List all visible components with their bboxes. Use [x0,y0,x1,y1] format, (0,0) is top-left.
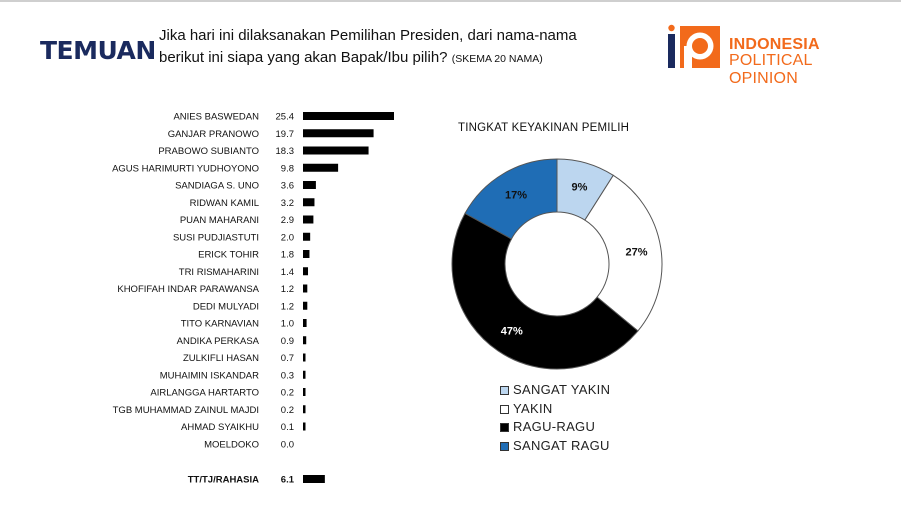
top-divider [0,0,901,2]
bar-row-undecided-label: TT/TJ/RAHASIA [188,475,259,486]
legend-label: SANGAT RAGU [513,437,610,453]
bar-row-6-bar [303,215,314,224]
legend-label: RAGU-RAGU [513,419,596,434]
donut-slice-sangat-ragu [464,158,558,240]
bar-row-4-value: 3.6 [281,181,294,192]
donut-label-yakin: 27% [625,246,647,258]
bar-row-16-value: 0.2 [281,388,294,399]
question-line-2: berikut ini siapa yang akan Bapak/Ibu pi… [159,49,448,66]
legend-swatch [500,404,509,414]
legend-swatch [500,423,509,432]
bar-row-0-value: 25.4 [276,112,295,123]
bar-row-1-bar [303,129,374,138]
logo-text-political-opinion: POLITICAL OPINION [729,52,813,87]
bar-row-1-label: GANJAR PRANOWO [168,129,259,140]
bar-row-13-value: 0.9 [281,336,294,347]
bar-row-3-label: AGUS HARIMURTI YUDHOYONO [112,163,259,174]
bar-row-7-bar [303,232,311,241]
bar-row-18-bar [303,422,306,431]
logo-text-indonesia: INDONESIA [729,36,820,53]
donut-slice-ragu-ragu [451,212,639,370]
bar-row-3-value: 9.8 [281,163,294,174]
question-line-1: Jika hari ini dilaksanakan Pemilihan Pre… [159,27,577,44]
bar-row-16-bar [303,388,306,396]
bar-row-5-value: 3.2 [281,198,294,209]
bar-row-8-value: 1.8 [281,250,294,261]
bar-row-8-bar [303,250,310,258]
legend-swatch [500,386,509,395]
bar-row-2-value: 18.3 [276,146,295,157]
bar-row-5-label: RIDWAN KAMIL [190,198,259,209]
bar-row-7-label: SUSI PUDJIASTUTI [173,232,259,243]
donut-label-ragu-ragu: 47% [501,326,523,338]
bar-row-14-label: ZULKIFLI HASAN [183,353,259,364]
donut-label-sangat-ragu: 17% [505,190,527,202]
bar-row-4-bar [303,181,316,189]
bar-row-15-value: 0.3 [281,370,294,381]
page-title: TEMUAN [40,36,156,65]
bar-row-17-bar [303,405,306,414]
bar-row-6-label: PUAN MAHARANI [180,215,259,226]
bar-row-15-bar [303,370,306,379]
bar-row-13-bar [303,336,307,345]
logo-mark-icon: ip [668,24,720,68]
question-note: (SKEMA 20 NAMA) [451,53,543,65]
bar-row-19-value: 0.0 [281,439,294,450]
bar-row-11-bar [303,301,308,310]
bar-row-5-bar [303,198,315,207]
bar-row-13-label: ANDIKA PERKASA [177,336,260,347]
confidence-donut-chart: 9% 27% 47% 17% [451,158,663,370]
bar-row-2-bar [303,146,369,155]
bar-row-3-bar [303,163,339,172]
legend-label: SANGAT YAKIN [513,382,611,397]
bar-row-14-value: 0.7 [281,353,294,364]
donut-slice-yakin [584,174,663,332]
bar-row-0-bar [303,112,394,120]
bar-row-7-value: 2.0 [281,232,294,243]
bar-row-11-label: DEDI MULYADI [193,301,259,312]
bar-row-0-label: ANIES BASWEDAN [173,112,259,123]
bar-row-9-value: 1.4 [281,267,294,278]
bar-row-9-label: TRI RISMAHARINI [179,267,259,278]
survey-question: Jika hari ini dilaksanakan Pemilihan Pre… [159,25,577,70]
donut-label-sangat-yakin: 9% [572,182,588,194]
bar-row-17-label: TGB MUHAMMAD ZAINUL MAJDI [113,405,259,416]
bar-row-19-label: MOELDOKO [204,439,259,450]
bar-row-16-label: AIRLANGGA HARTARTO [150,388,259,399]
bar-row-10-value: 1.2 [281,284,294,295]
bar-row-12-bar [303,319,307,327]
bar-row-18-label: AHMAD SYAIKHU [181,422,259,433]
bar-row-8-label: ERICK TOHIR [198,250,259,261]
logo: ip INDONESIA POLITICAL OPINION [665,23,885,87]
bar-row-10-label: KHOFIFAH INDAR PARAWANSA [117,284,259,295]
bar-row-4-label: SANDIAGA S. UNO [175,181,259,192]
bar-row-12-label: TITO KARNAVIAN [181,319,259,330]
bar-row-9-bar [303,267,309,276]
bar-row-15-label: MUHAIMIN ISKANDAR [160,370,259,381]
bar-row-1-value: 19.7 [276,129,295,140]
bar-row-10-bar [303,284,308,293]
bar-row-18-value: 0.1 [281,422,294,433]
legend-label: YAKIN [513,400,553,416]
candidate-bar-chart: ANIES BASWEDAN 25.4 GANJAR PRANOWO 19.7 PRAB… [112,112,394,486]
bar-row-6-value: 2.9 [281,215,294,226]
bar-row-12-value: 1.0 [281,319,294,330]
bar-row-17-value: 0.2 [281,405,294,416]
bar-row-2-label: PRABOWO SUBIANTO [158,146,259,157]
bar-row-undecided-value: 6.1 [281,475,295,486]
legend-swatch [500,441,509,451]
bar-row-14-bar [303,353,306,362]
bar-row-undecided-bar [303,475,325,483]
donut-title: TINGKAT KEYAKINAN PEMILIH [458,122,630,134]
bar-row-11-value: 1.2 [281,301,294,312]
